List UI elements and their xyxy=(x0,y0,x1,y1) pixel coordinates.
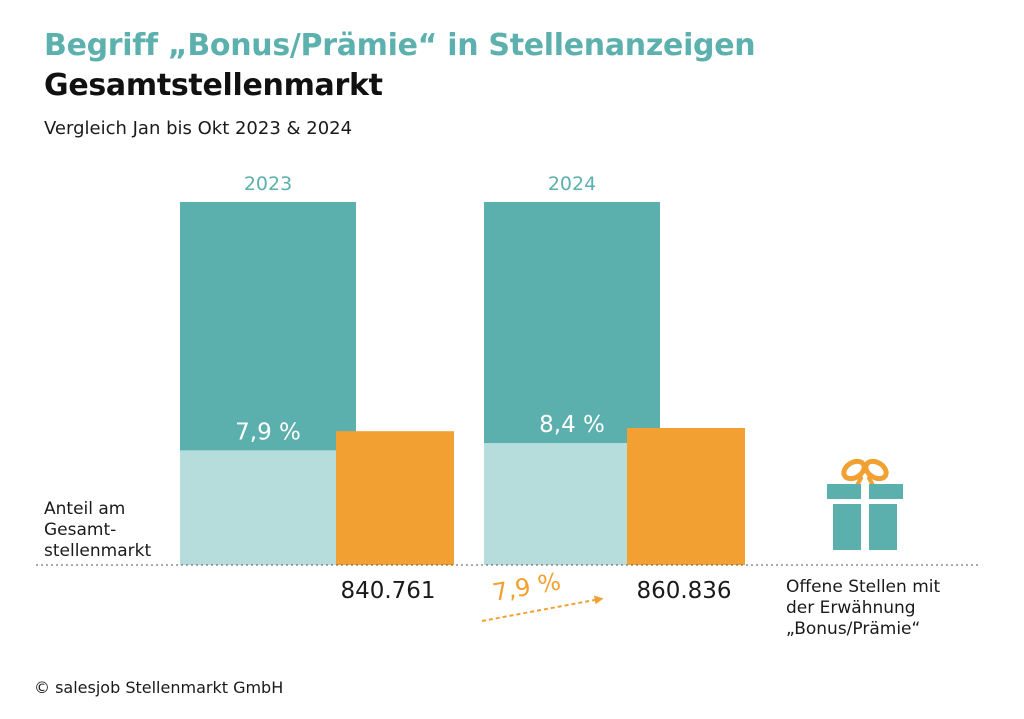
legend-line-3: „Bonus/Prämie“ xyxy=(786,619,920,639)
category-label-2023: 2023 xyxy=(244,173,292,195)
legend-line-2: der Erwähnung xyxy=(786,598,916,618)
legend-line-1: Offene Stellen mit xyxy=(786,577,940,597)
chart-title: Begriff „Bonus/Prämie“ in Stellenanzeige… xyxy=(44,28,756,63)
bonus-bar-2023 xyxy=(336,431,454,565)
share-segment-2023 xyxy=(180,450,356,565)
share-annotation: Anteil am Gesamt- stellenmarkt xyxy=(44,499,151,561)
growth-arrow xyxy=(481,595,604,622)
gift-icon xyxy=(827,458,903,550)
value-label-2023: 840.761 xyxy=(340,578,435,604)
growth-label: 7,9 % xyxy=(490,567,562,606)
bonus-bar-2024 xyxy=(627,428,745,565)
share-annotation-line-1: Anteil am xyxy=(44,499,125,519)
bars-layer: 7,9 % 2023 840.761 8,4 % 2024 860.836 xyxy=(180,173,745,604)
share-annotation-line-3: stellenmarkt xyxy=(44,541,151,561)
share-percent-label-2024: 8,4 % xyxy=(539,412,605,438)
share-annotation-line-2: Gesamt- xyxy=(44,520,116,540)
comparison-period: Vergleich Jan bis Okt 2023 & 2024 xyxy=(44,118,353,139)
legend-label: Offene Stellen mit der Erwähnung „Bonus/… xyxy=(786,577,946,639)
share-percent-label-2023: 7,9 % xyxy=(235,419,301,445)
category-label-2024: 2024 xyxy=(548,173,596,195)
value-label-2024: 860.836 xyxy=(636,578,731,604)
copyright-footer: © salesjob Stellenmarkt GmbH xyxy=(34,678,284,697)
chart-subtitle: Gesamtstellenmarkt xyxy=(44,68,383,103)
